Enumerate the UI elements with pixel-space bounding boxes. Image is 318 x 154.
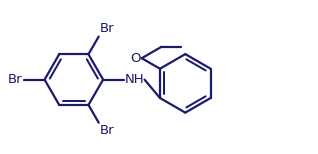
Text: Br: Br: [7, 73, 22, 86]
Text: O: O: [130, 52, 141, 65]
Text: Br: Br: [100, 124, 114, 137]
Text: NH: NH: [125, 73, 144, 86]
Text: Br: Br: [100, 22, 114, 35]
